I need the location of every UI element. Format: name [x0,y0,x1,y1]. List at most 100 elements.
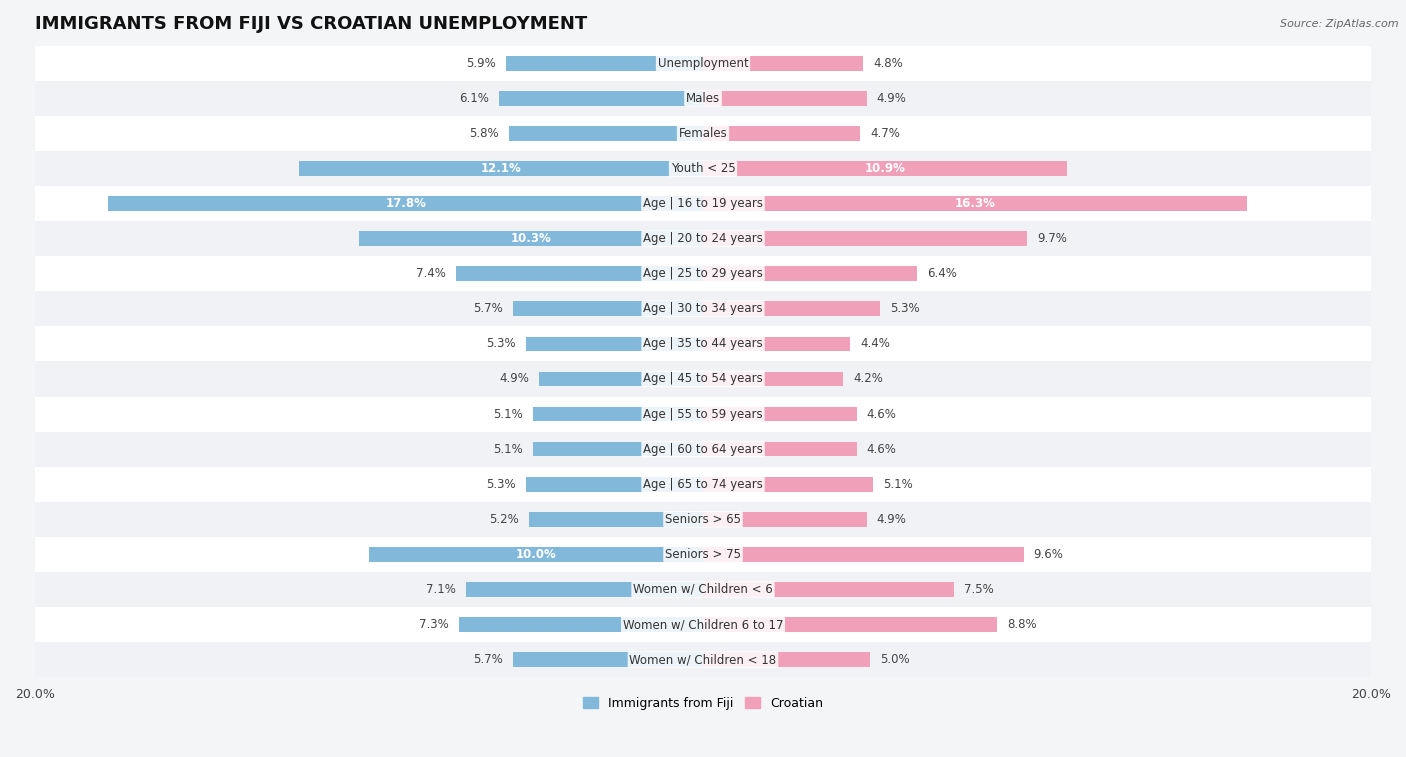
Text: Age | 16 to 19 years: Age | 16 to 19 years [643,197,763,210]
Text: Age | 55 to 59 years: Age | 55 to 59 years [643,407,763,421]
Bar [703,547,1024,562]
Bar [703,91,866,106]
Bar [299,161,703,176]
Text: 17.8%: 17.8% [385,197,426,210]
Text: Age | 60 to 64 years: Age | 60 to 64 years [643,443,763,456]
Text: 5.7%: 5.7% [472,302,502,316]
Text: 4.6%: 4.6% [866,443,897,456]
Bar [703,653,870,667]
Bar [499,91,703,106]
Text: 4.6%: 4.6% [866,407,897,421]
Text: 5.0%: 5.0% [880,653,910,666]
Bar [506,56,703,70]
Text: 4.9%: 4.9% [499,372,529,385]
Bar [35,186,1371,221]
Text: Women w/ Children < 18: Women w/ Children < 18 [630,653,776,666]
Bar [703,407,856,422]
Bar [35,572,1371,607]
Bar [35,291,1371,326]
Text: 10.3%: 10.3% [510,232,551,245]
Text: 5.3%: 5.3% [486,338,516,350]
Bar [509,126,703,141]
Bar [35,502,1371,537]
Text: 6.1%: 6.1% [460,92,489,104]
Text: 5.9%: 5.9% [467,57,496,70]
Text: 7.4%: 7.4% [416,267,446,280]
Text: 10.0%: 10.0% [516,548,557,561]
Bar [703,337,851,351]
Text: 5.3%: 5.3% [486,478,516,491]
Bar [513,653,703,667]
Text: Seniors > 65: Seniors > 65 [665,512,741,526]
Bar [35,397,1371,431]
Bar [35,221,1371,256]
Text: IMMIGRANTS FROM FIJI VS CROATIAN UNEMPLOYMENT: IMMIGRANTS FROM FIJI VS CROATIAN UNEMPLO… [35,15,588,33]
Text: 7.3%: 7.3% [419,618,449,631]
Bar [703,266,917,281]
Text: 16.3%: 16.3% [955,197,995,210]
Text: Age | 30 to 34 years: Age | 30 to 34 years [643,302,763,316]
Bar [703,477,873,491]
Bar [703,301,880,316]
Bar [35,607,1371,642]
Bar [35,537,1371,572]
Text: Women w/ Children 6 to 17: Women w/ Children 6 to 17 [623,618,783,631]
Bar [35,116,1371,151]
Text: Youth < 25: Youth < 25 [671,162,735,175]
Bar [460,617,703,632]
Text: 4.4%: 4.4% [860,338,890,350]
Bar [465,582,703,597]
Text: 9.7%: 9.7% [1038,232,1067,245]
Text: Seniors > 75: Seniors > 75 [665,548,741,561]
Legend: Immigrants from Fiji, Croatian: Immigrants from Fiji, Croatian [578,692,828,715]
Text: 4.8%: 4.8% [873,57,903,70]
Bar [526,477,703,491]
Text: 4.9%: 4.9% [877,512,907,526]
Bar [540,372,703,386]
Bar [513,301,703,316]
Text: 4.9%: 4.9% [877,92,907,104]
Bar [35,431,1371,466]
Bar [368,547,703,562]
Text: 5.3%: 5.3% [890,302,920,316]
Bar [703,617,997,632]
Bar [703,372,844,386]
Bar [533,407,703,422]
Text: Age | 65 to 74 years: Age | 65 to 74 years [643,478,763,491]
Text: 4.2%: 4.2% [853,372,883,385]
Bar [703,126,860,141]
Bar [533,442,703,456]
Bar [703,512,866,527]
Text: Age | 35 to 44 years: Age | 35 to 44 years [643,338,763,350]
Text: 6.4%: 6.4% [927,267,956,280]
Bar [35,642,1371,678]
Text: 5.8%: 5.8% [470,127,499,140]
Text: 8.8%: 8.8% [1007,618,1036,631]
Bar [35,466,1371,502]
Text: 5.1%: 5.1% [494,443,523,456]
Bar [526,337,703,351]
Text: Age | 45 to 54 years: Age | 45 to 54 years [643,372,763,385]
Text: 7.5%: 7.5% [963,583,993,596]
Bar [456,266,703,281]
Bar [35,361,1371,397]
Bar [703,196,1247,211]
Text: 5.7%: 5.7% [472,653,502,666]
Bar [703,56,863,70]
Bar [35,45,1371,81]
Bar [359,231,703,246]
Text: Males: Males [686,92,720,104]
Bar [703,161,1067,176]
Text: 5.2%: 5.2% [489,512,519,526]
Text: 9.6%: 9.6% [1033,548,1063,561]
Bar [35,256,1371,291]
Bar [35,151,1371,186]
Text: 4.7%: 4.7% [870,127,900,140]
Text: Women w/ Children < 6: Women w/ Children < 6 [633,583,773,596]
Bar [703,582,953,597]
Bar [703,442,856,456]
Text: 5.1%: 5.1% [494,407,523,421]
Text: Source: ZipAtlas.com: Source: ZipAtlas.com [1281,19,1399,29]
Text: 5.1%: 5.1% [883,478,912,491]
Text: Unemployment: Unemployment [658,57,748,70]
